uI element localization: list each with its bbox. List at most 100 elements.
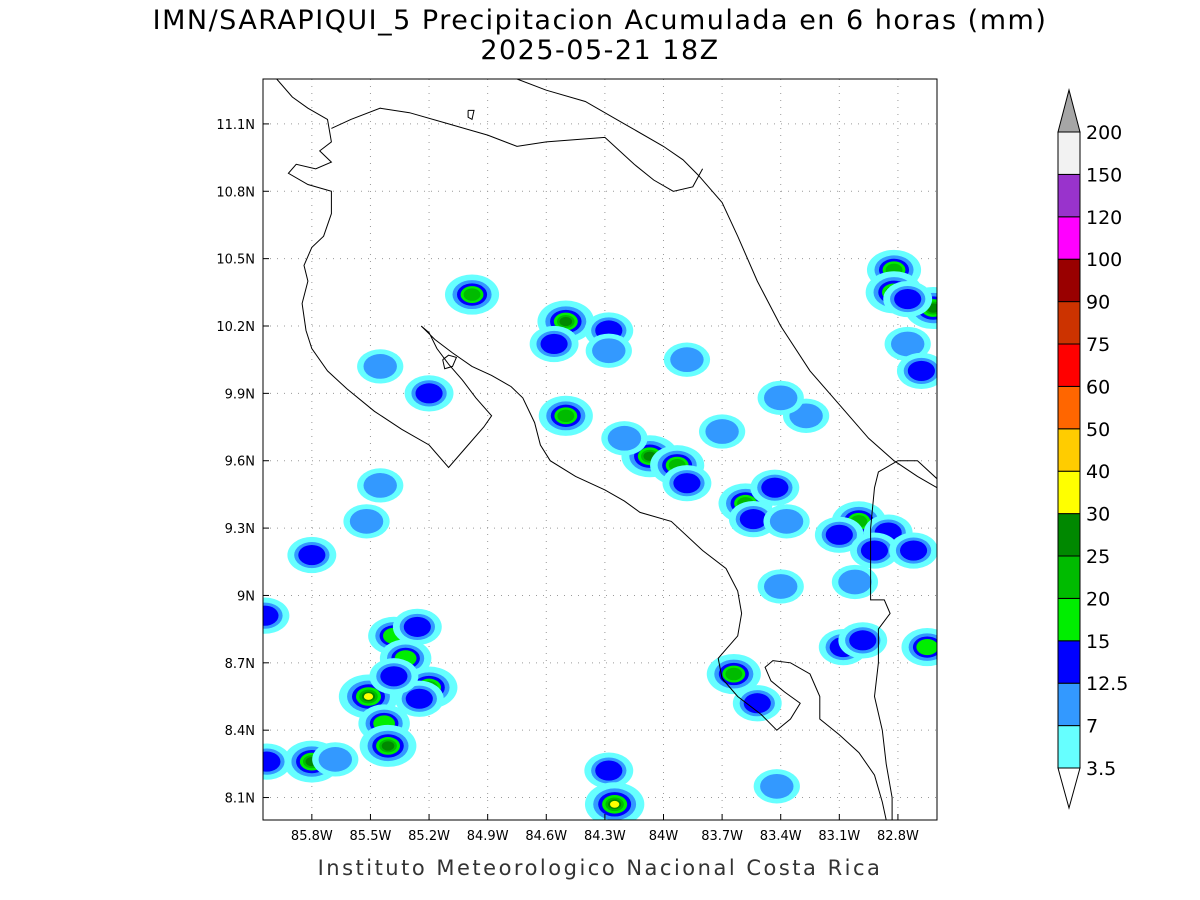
precip-contour	[380, 666, 408, 687]
precip-cell	[263, 597, 290, 634]
precip-contour	[381, 741, 395, 751]
precip-contour	[595, 760, 623, 781]
precip-cell	[585, 333, 632, 368]
precip-cell	[357, 349, 404, 384]
precip-cell	[343, 504, 390, 539]
precip-cell	[444, 274, 500, 315]
precip-contour	[825, 524, 853, 545]
precip-contour	[349, 508, 384, 534]
precip-contour	[739, 509, 767, 530]
legend-level-label: 75	[1086, 334, 1110, 356]
coastlines-and-borders	[276, 79, 937, 820]
caribbean-coastline	[516, 79, 937, 489]
lon-tick-label: 85.2W	[408, 829, 450, 844]
legend-color-band	[1057, 173, 1081, 218]
precip-cell	[601, 421, 648, 456]
legend-level-label: 25	[1086, 546, 1110, 568]
precip-cell	[662, 465, 712, 502]
map-frame	[262, 78, 938, 821]
lat-tick-label: 8.1N	[225, 792, 255, 807]
precip-contour	[894, 288, 922, 310]
legend-level-label: 50	[1086, 419, 1110, 441]
precip-contour	[263, 751, 281, 772]
precip-cell	[896, 352, 937, 390]
precip-contour	[403, 616, 431, 637]
lon-tick-label: 84W	[649, 829, 679, 844]
precip-cell	[889, 532, 937, 569]
precip-contour	[405, 688, 433, 709]
lat-tick-label: 11.1N	[216, 118, 255, 133]
precip-cell	[831, 564, 879, 600]
island-outline	[467, 109, 475, 121]
precip-contour	[363, 354, 397, 379]
precip-contour	[764, 385, 798, 411]
longitude-axis: 85.8W 85.5W 85.2W 84.9W 84.6W 84.3W 84W 83.7W 83…	[291, 814, 919, 844]
legend-level-label: 90	[1086, 292, 1110, 314]
lon-tick-label: 84.9W	[467, 829, 509, 844]
precip-contour	[363, 473, 397, 498]
precip-contour	[725, 667, 743, 681]
precip-contour	[673, 473, 701, 494]
precip-contour	[363, 693, 374, 700]
precip-cell	[538, 395, 593, 436]
precip-cell	[529, 325, 579, 363]
lon-tick-label: 82.8W	[877, 829, 919, 844]
precip-contour	[559, 316, 573, 327]
precip-contour	[463, 288, 481, 301]
precip-cell	[814, 516, 864, 553]
legend-level-label: 3.5	[1086, 758, 1116, 780]
panama-border	[870, 460, 937, 820]
precip-cell	[750, 469, 800, 506]
precip-contour	[849, 630, 877, 651]
precip-cell	[763, 504, 810, 539]
legend-color-band	[1057, 385, 1081, 430]
precip-contour	[610, 800, 620, 808]
precip-cell	[537, 300, 595, 343]
precip-cell	[757, 569, 804, 604]
precip-contour	[860, 540, 889, 561]
legend-max-arrow	[1057, 88, 1081, 133]
precip-cell	[359, 724, 417, 767]
precip-contour	[670, 347, 704, 373]
precip-contour	[769, 508, 804, 534]
precip-contour	[557, 409, 575, 423]
lat-tick-label: 9.6N	[225, 455, 255, 470]
precip-cell	[850, 532, 899, 569]
lat-tick-label: 9.9N	[225, 387, 255, 402]
precip-contour	[705, 419, 739, 444]
precip-cell	[663, 342, 711, 377]
precip-cell	[312, 742, 359, 777]
lon-tick-label: 84.6W	[525, 829, 567, 844]
lat-tick-label: 10.2N	[216, 320, 255, 335]
precip-contour	[907, 360, 935, 381]
map-subtitle-date: 2025-05-21 18Z	[480, 35, 720, 66]
precipitation-field	[263, 249, 937, 820]
precip-contour	[298, 544, 326, 566]
lat-tick-label: 9N	[237, 589, 255, 604]
precip-cell	[901, 628, 937, 667]
legend-color-band	[1057, 216, 1081, 260]
pacific-coastline	[276, 79, 887, 820]
precip-contour	[916, 639, 937, 656]
legend-color-band	[1057, 470, 1081, 515]
lon-tick-label: 83.1W	[818, 829, 860, 844]
legend-level-label: 40	[1086, 461, 1110, 483]
precip-cell	[753, 769, 800, 804]
colorbar-legend: 3.5 7 12.5 15 20 25 30 40 50 60 75 90 100 120 150 200	[1057, 88, 1128, 810]
precip-cell	[838, 622, 888, 659]
latitude-axis: 11.1N 10.8N 10.5N 10.2N 9.9N 9.6N 9.3N 9N 8.7N 8.…	[216, 118, 269, 807]
precip-contour	[743, 693, 771, 714]
legend-level-label: 150	[1086, 164, 1122, 186]
legend-level-label: 7	[1086, 716, 1098, 738]
precip-cell	[392, 608, 442, 645]
precip-cell	[584, 752, 634, 789]
precip-contour	[899, 540, 928, 561]
legend-level-label: 30	[1086, 504, 1110, 526]
legend-color-band	[1057, 513, 1081, 557]
legend-color-band	[1057, 343, 1081, 387]
lat-tick-label: 10.5N	[216, 253, 255, 268]
precip-contour	[890, 331, 925, 357]
island-outline	[442, 354, 458, 370]
lat-tick-label: 8.4N	[225, 724, 255, 739]
precip-cell	[584, 782, 645, 820]
